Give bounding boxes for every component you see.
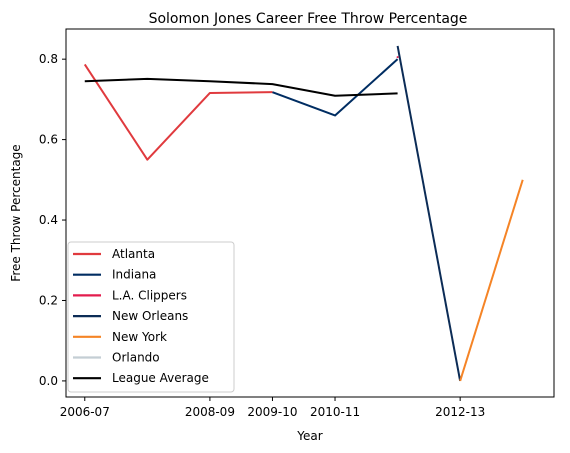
x-tick-label-2012-13: 2012-13 [435, 405, 485, 419]
series-line-new-orleans [396, 45, 462, 382]
legend-label-atlanta: Atlanta [112, 247, 155, 261]
series-line-atlanta [83, 63, 273, 161]
axes-layer: 2006-07 2008-09 2009-10 2010-11 2012-13 0.0 0.… [39, 52, 485, 419]
x-tick-label-2008-09: 2008-09 [185, 405, 235, 419]
series-layer [83, 45, 524, 382]
x-tick-label-2010-11: 2010-11 [310, 405, 360, 419]
x-tick-label-2006-07: 2006-07 [60, 405, 110, 419]
plot-frame [65, 28, 555, 398]
series-line-indiana [272, 58, 399, 117]
y-tick-label-1: 0.2 [39, 293, 58, 307]
y-tick-label-4: 0.8 [39, 52, 58, 66]
legend: Atlanta Indiana L.A. Clippers New Orleans Ne… [67, 241, 235, 393]
y-tick-label-2: 0.4 [39, 213, 58, 227]
legend-label-l-a-clippers: L.A. Clippers [112, 288, 187, 302]
series-point-l-a-clippers [396, 56, 399, 59]
y-tick-label-3: 0.6 [39, 133, 58, 147]
series-line-new-york [459, 179, 524, 382]
legend-label-indiana: Indiana [112, 268, 156, 282]
y-axis-label: Free Throw Percentage [9, 144, 23, 281]
legend-label-new-york: New York [112, 330, 167, 344]
chart-title: Solomon Jones Career Free Throw Percenta… [149, 11, 468, 27]
legend-box [67, 241, 235, 393]
y-tick-label-0: 0.0 [39, 374, 58, 388]
legend-label-new-orleans: New Orleans [112, 309, 188, 323]
legend-label-league-average: League Average [112, 371, 209, 385]
legend-label-orlando: Orlando [112, 351, 160, 365]
series-line-league-average [84, 77, 398, 97]
x-tick-label-2009-10: 2009-10 [247, 405, 297, 419]
x-axis-label: Year [296, 429, 322, 443]
